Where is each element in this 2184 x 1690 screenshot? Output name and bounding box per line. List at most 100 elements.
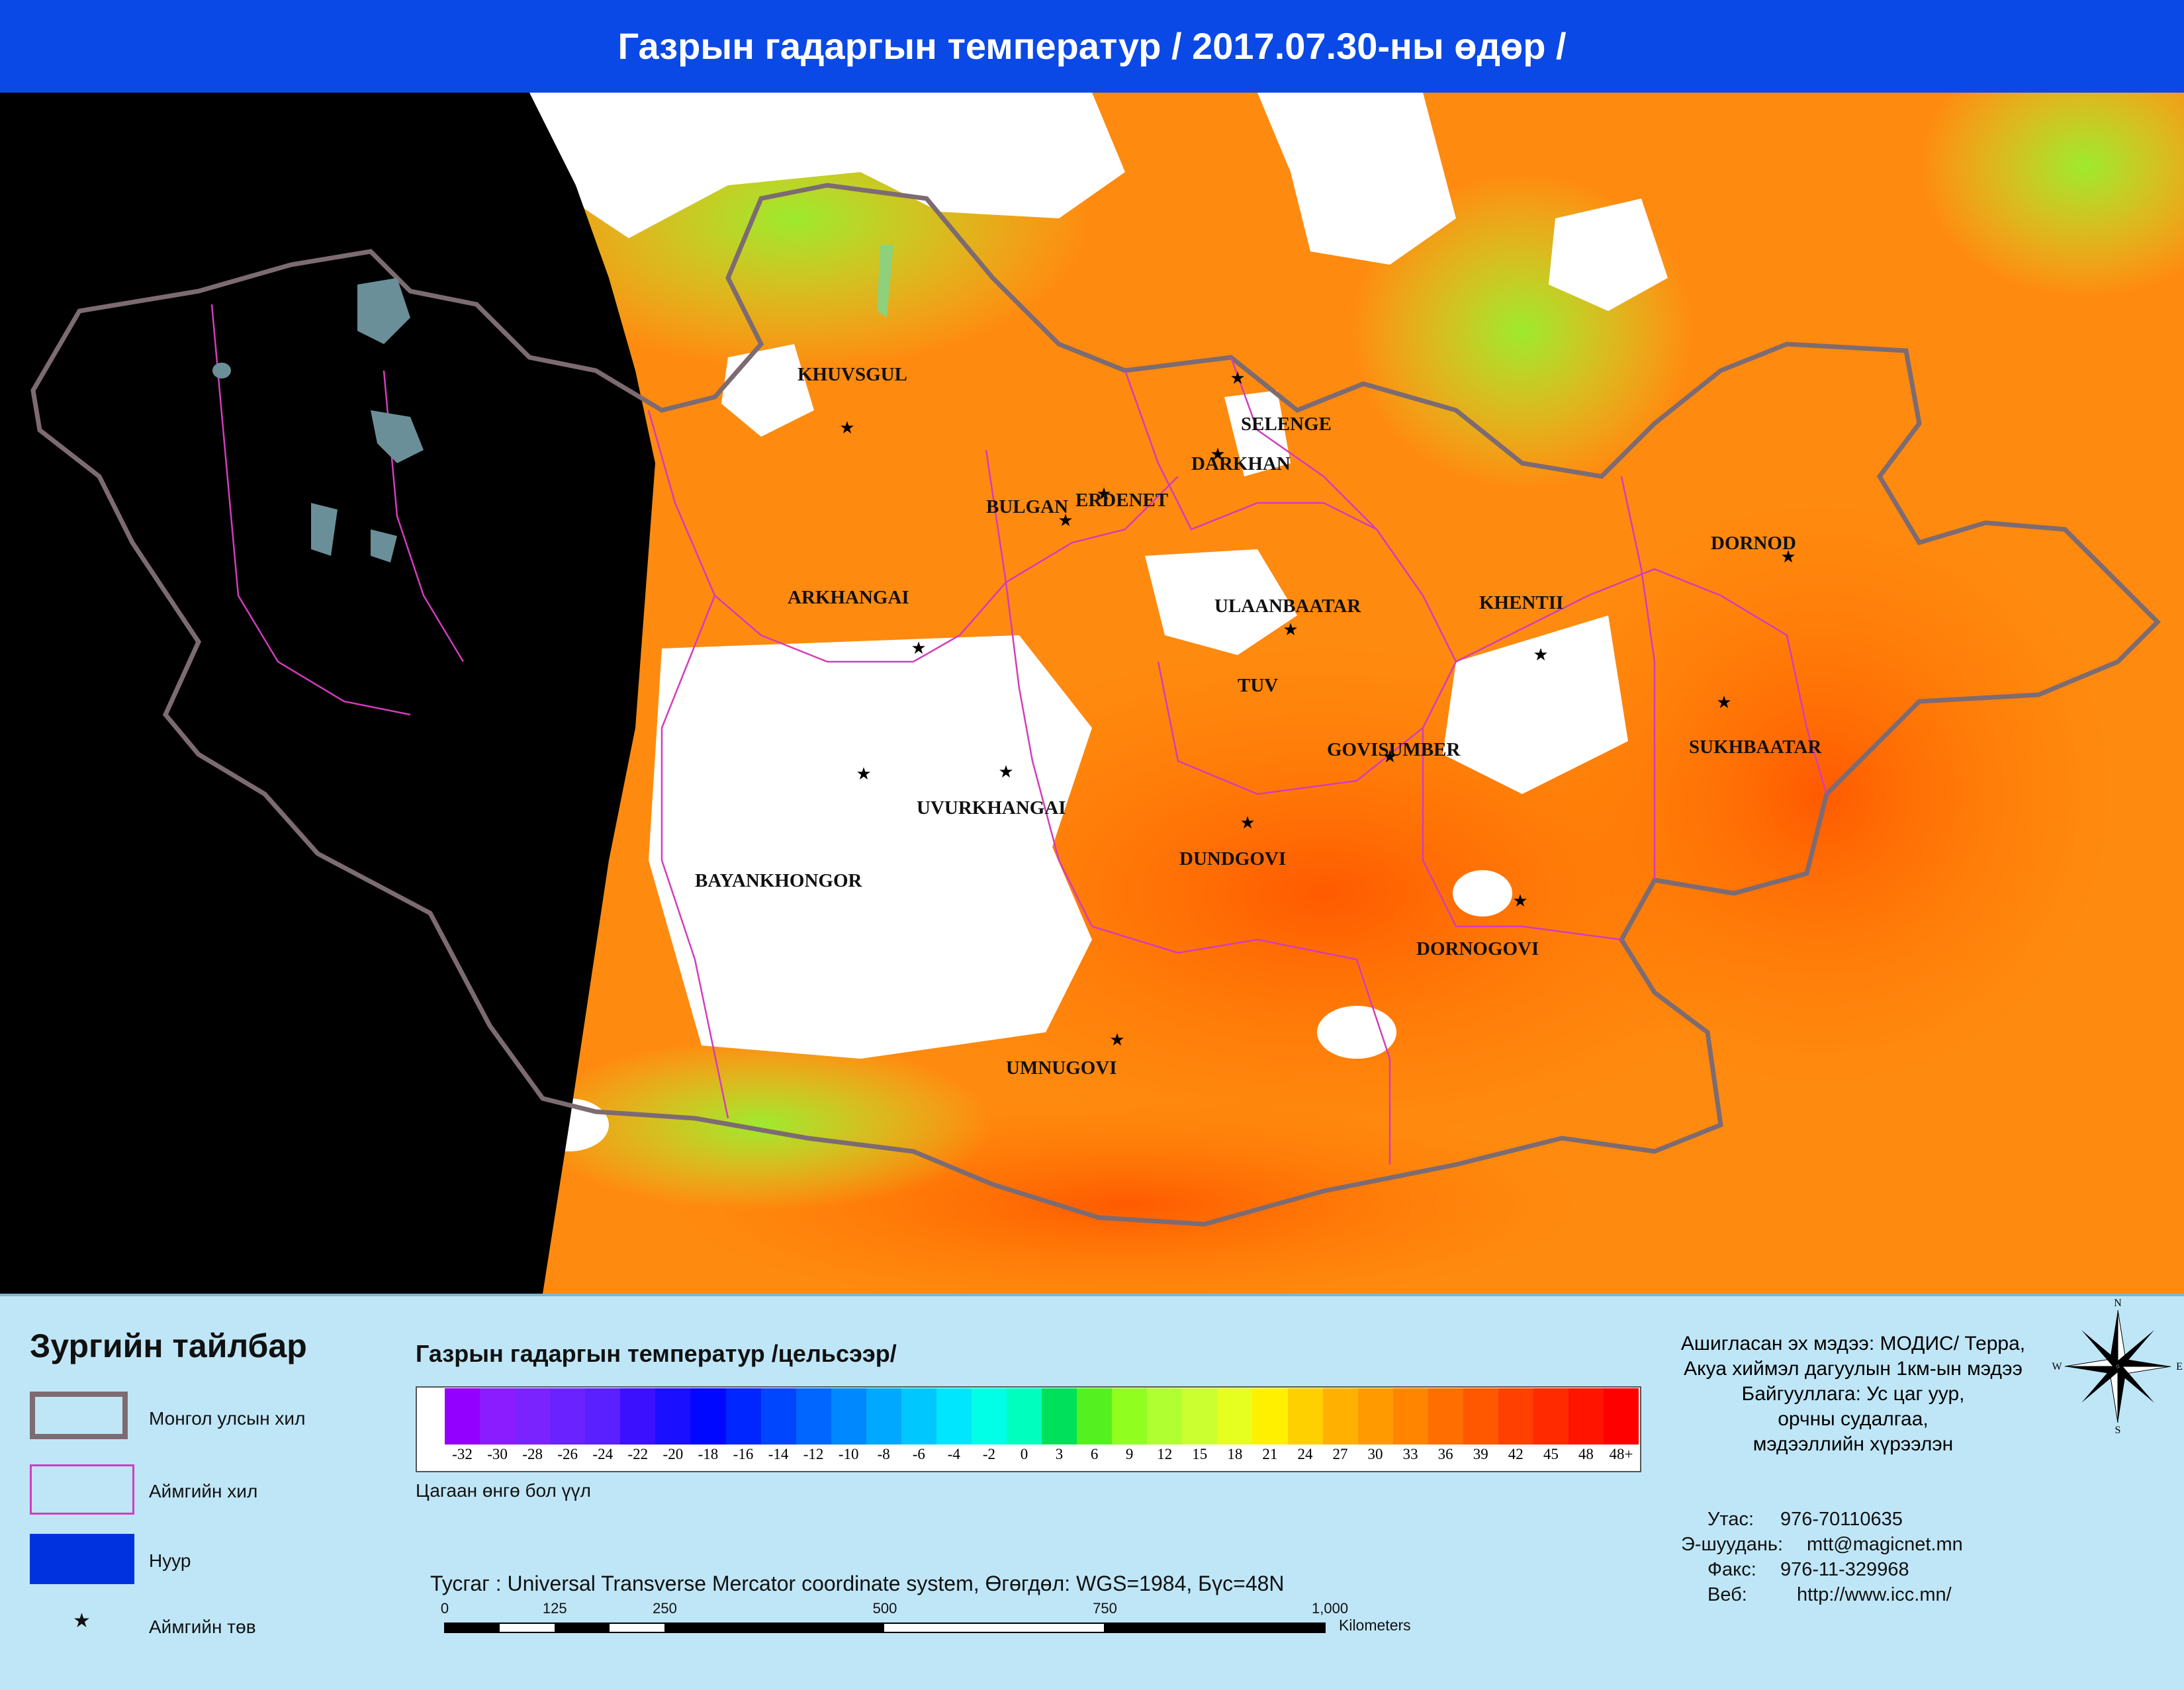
- aimag-label-khentii: KHENTII: [1479, 592, 1563, 613]
- aimag-label-dornogovi: DORNOGOVI: [1416, 938, 1539, 959]
- colorbar-swatch: [1112, 1388, 1148, 1445]
- legend-item-lake: Нуур: [149, 1550, 191, 1571]
- colorbar-swatch: [480, 1388, 516, 1445]
- star-icon: ★: [839, 418, 854, 437]
- colorbar-tick: -10: [838, 1446, 859, 1462]
- legend-item-aimag: Аймгийн хил: [149, 1481, 258, 1501]
- colorbar-swatch: [866, 1388, 901, 1445]
- border-swatch: [30, 1392, 128, 1439]
- colorbar-swatch: [1007, 1388, 1042, 1445]
- colorbar-swatch: [831, 1388, 866, 1445]
- colorbar-tick: 24: [1297, 1446, 1313, 1462]
- lakes: [212, 278, 424, 562]
- aimag-label-erdenet: ERDENET: [1075, 490, 1168, 511]
- aimag-label-dundgovi: DUNDGOVI: [1179, 848, 1286, 869]
- colorbar-tick: 3: [1055, 1446, 1064, 1462]
- aimag-labels: KHUVSGUL SELENGE DARKHAN BULGAN ERDENET DORNO…: [695, 364, 1822, 1079]
- colorbar-swatch: [1252, 1388, 1288, 1445]
- star-icon: ★: [1240, 813, 1255, 832]
- cool-zone-ne: [1919, 93, 2184, 298]
- colorbar-title: Газрын гадаргын температур /цельсээр/: [416, 1340, 897, 1367]
- contact-key: Э-шуудань:: [1681, 1534, 1784, 1555]
- source-line: Акуа хиймэл дагуулын 1км-ын мэдээ: [1684, 1358, 2023, 1380]
- compass-n: N: [2114, 1298, 2122, 1309]
- colorbar-swatch: [796, 1388, 831, 1445]
- scale-tick: 500: [872, 1600, 897, 1617]
- colorbar-swatch: [1392, 1388, 1428, 1445]
- aimag-borders: [210, 304, 1828, 1165]
- star-icon: ★: [1512, 891, 1527, 911]
- colorbar-tick: -24: [592, 1446, 614, 1462]
- projection-text: Тусгаг : Universal Transverse Mercator c…: [430, 1572, 1285, 1595]
- colorbar-tick: -6: [912, 1446, 925, 1462]
- cool-zone-sw: [529, 1039, 993, 1211]
- aimag-label-bayankhongor: BAYANKHONGOR: [695, 870, 863, 891]
- contact-value: http://www.icc.mn/: [1797, 1584, 1952, 1605]
- aimag-label-arkhangai: ARKHANGAI: [788, 587, 909, 608]
- scale-bar: [444, 1623, 1326, 1633]
- colorbar-tick: 48+: [1609, 1446, 1633, 1462]
- colorbar-swatch: [1077, 1388, 1113, 1445]
- colorbar-tick: 48: [1578, 1446, 1594, 1462]
- map-title: Газрын гадаргын температур / 2017.07.30-…: [617, 25, 1567, 67]
- scale-tick: 750: [1093, 1600, 1117, 1617]
- compass-w: W: [2052, 1361, 2062, 1372]
- aimag-label-dornod: DORNOD: [1711, 533, 1796, 554]
- aimag-label-bulgan: BULGAN: [986, 496, 1068, 517]
- colorbar-tick: -26: [557, 1446, 578, 1462]
- colorbar-tick: -28: [522, 1446, 543, 1462]
- colorbar-swatch: [1604, 1388, 1639, 1445]
- legend-heading: Зургийн тайлбар: [30, 1327, 307, 1364]
- clouds: [529, 93, 1668, 1151]
- colorbar-tick: 0: [1020, 1446, 1028, 1462]
- contact-value: 976-11-329968: [1780, 1559, 1909, 1580]
- aimag-label-tuv: TUV: [1238, 675, 1278, 696]
- source-line: Байгууллага: Ус цаг уур,: [1741, 1383, 1965, 1405]
- temperature-map: ★ ★ ★ ★ ★ ★ ★ ★ ★ ★ ★ ★ ★ ★ ★ ★ KHUVSGUL SELENGE DARKHAN B…: [0, 93, 2184, 1294]
- star-icon: ★: [1283, 619, 1298, 639]
- colorbar-tick: 45: [1543, 1446, 1559, 1462]
- star-icon: ★: [1230, 368, 1245, 388]
- aimag-label-ulaanbaatar: ULAANBAATAR: [1214, 596, 1361, 617]
- star-icon: ★: [1058, 510, 1073, 530]
- star-icon: ★: [1780, 547, 1796, 566]
- colorbar-tick: 21: [1262, 1446, 1278, 1462]
- no-data-region: [0, 93, 655, 1294]
- colorbar-swatch: [585, 1388, 621, 1445]
- colorbar-tick: 33: [1402, 1446, 1418, 1462]
- aimag-label-uvurkhangai: UVURKHANGAI: [917, 797, 1066, 819]
- star-icon: ★: [1210, 444, 1225, 464]
- colorbar-tick: -30: [487, 1446, 508, 1462]
- colorbar-tick: 15: [1192, 1446, 1208, 1462]
- scale-tick: 1,000: [1312, 1600, 1349, 1617]
- star-icon: ★: [1096, 484, 1111, 504]
- source-line: орчны судалгаа,: [1778, 1408, 1929, 1430]
- cloud-note: Цагаан өнгө бол үүл: [416, 1480, 591, 1501]
- colorbar-swatch: [760, 1388, 796, 1445]
- aimag-label-umnugovi: UMNUGOVI: [1006, 1057, 1117, 1079]
- colorbar-swatch: [901, 1388, 936, 1445]
- colorbar-tick: 27: [1332, 1446, 1348, 1462]
- colorbar-swatch: [515, 1388, 551, 1445]
- aimag-label-selenge: SELENGE: [1241, 414, 1332, 435]
- colorbar-tick: 12: [1157, 1446, 1173, 1462]
- aimag-label-darkhan: DARKHAN: [1191, 453, 1291, 474]
- colorbar-tick: 39: [1473, 1446, 1488, 1462]
- colorbar-swatch: [936, 1388, 972, 1445]
- star-icon: ★: [1109, 1030, 1124, 1049]
- colorbar-swatch: [1182, 1388, 1218, 1445]
- lake-khuvsgul: [877, 245, 893, 318]
- scale-tick: 0: [440, 1600, 449, 1617]
- data-source: Ашигласан эх мэдээ: МОДИС/ Терра, Акуа хи…: [1641, 1331, 2065, 1457]
- contact-value: mtt@magicnet.mn: [1807, 1534, 1963, 1555]
- scale-unit: Kilometers: [1339, 1617, 1411, 1634]
- colorbar-tick: -16: [733, 1446, 754, 1462]
- colorbar-swatch: [1533, 1388, 1569, 1445]
- star-icon: ★: [73, 1610, 91, 1632]
- colorbar-swatch: [1569, 1388, 1604, 1445]
- colorbar-tick: -12: [803, 1446, 824, 1462]
- contact-value: 976-70110635: [1780, 1509, 1903, 1530]
- hot-zone-east: [1522, 496, 2118, 1092]
- lake-swatch: [30, 1534, 134, 1584]
- colorbar-tick: 30: [1367, 1446, 1383, 1462]
